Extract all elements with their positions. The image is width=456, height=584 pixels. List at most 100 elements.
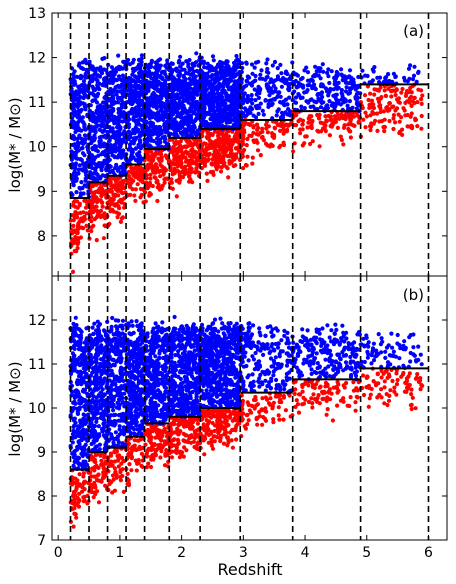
- panel-a-point-lower: [156, 169, 161, 174]
- panel-a-point-lower: [138, 186, 143, 192]
- panel-a-point-lower: [150, 183, 155, 189]
- panel-a-point-upper: [258, 101, 263, 106]
- panel-a-point-upper: [82, 183, 87, 188]
- panel-a-point-upper: [192, 130, 197, 135]
- panel-a-point-lower: [419, 113, 424, 119]
- panel-a-point-lower: [415, 124, 420, 129]
- panel-a-point-lower: [131, 167, 136, 172]
- panel-a-point-lower: [225, 166, 230, 171]
- panel-a-point-lower: [187, 139, 192, 144]
- panel-a-point-lower: [175, 149, 181, 154]
- panel-a-point-upper: [355, 85, 360, 90]
- panel-a-point-lower: [138, 165, 143, 170]
- panel-a-point-lower: [210, 141, 215, 146]
- panel-a-point-lower: [382, 129, 387, 134]
- panel-a-point-upper: [314, 100, 319, 105]
- panel-b-point-lower: [395, 377, 400, 383]
- panel-a-point-upper: [147, 84, 152, 89]
- panel-a-point-upper: [407, 76, 412, 81]
- panel-a-point-lower: [382, 88, 387, 93]
- panel-a-point-upper: [178, 115, 183, 120]
- panel-a-point-lower: [393, 108, 398, 113]
- panel-a-point-upper: [275, 77, 280, 82]
- panel-a-point-upper: [207, 68, 212, 73]
- panel-a-point-upper: [329, 103, 334, 108]
- panel-a-point-lower: [81, 226, 86, 231]
- panel-a-point-lower: [364, 114, 369, 119]
- panel-a-point-upper: [320, 82, 325, 87]
- panel-b-point-lower: [192, 435, 197, 441]
- panel-a-point-upper: [114, 77, 119, 82]
- panel-a-point-lower: [174, 194, 179, 199]
- panel-a-point-upper: [342, 74, 347, 79]
- panel-a-point-upper: [194, 51, 199, 56]
- panel-a-point-lower: [216, 131, 221, 136]
- panel-a-point-upper: [321, 69, 326, 74]
- panel-a-point-upper: [105, 120, 110, 125]
- panel-b-point-lower: [111, 477, 116, 482]
- panel-a-point-upper: [107, 125, 112, 130]
- panel-a-point-upper: [99, 113, 104, 118]
- panel-b-point-lower: [303, 397, 308, 402]
- panel-a-point-upper: [98, 138, 103, 143]
- panel-a-point-upper: [240, 65, 245, 71]
- panel-a-point-lower: [251, 138, 257, 143]
- panel-a-point-upper: [377, 80, 382, 85]
- panel-a-point-upper: [76, 111, 81, 116]
- panel-a-point-lower: [338, 134, 343, 139]
- panel-a-point-upper: [166, 88, 172, 93]
- panel-b-point-lower: [249, 403, 255, 408]
- panel-a-point-upper: [82, 133, 88, 138]
- panel-b-point-lower: [77, 498, 82, 503]
- panel-a-point-lower: [391, 113, 396, 118]
- panel-a-point-lower: [160, 183, 165, 188]
- panel-a-point-lower: [250, 161, 255, 166]
- panel-b-point-lower: [260, 396, 265, 401]
- panel-a-point-lower: [399, 90, 404, 95]
- panel-a-point-upper: [186, 64, 191, 69]
- panel-a-point-lower: [221, 144, 226, 150]
- panel-a-point-upper: [83, 127, 88, 132]
- panel-a-point-lower: [138, 178, 143, 183]
- panel-a-point-upper: [305, 70, 311, 75]
- panel-b-point-lower: [244, 413, 249, 418]
- panel-a-point-upper: [222, 90, 227, 95]
- panel-a-point-upper: [263, 98, 268, 103]
- panel-a-point-upper: [73, 93, 78, 98]
- panel-a-point-lower: [383, 93, 389, 99]
- panel-a-point-lower: [203, 141, 208, 147]
- panel-a-point-upper: [371, 69, 376, 74]
- panel-a-point-upper: [229, 78, 234, 83]
- panel-b-point-lower: [271, 420, 276, 425]
- panel-a-point-upper: [149, 138, 154, 143]
- panel-a-point-lower: [300, 122, 305, 127]
- panel-b-point-lower: [394, 382, 400, 387]
- panel-a-point-upper: [285, 71, 290, 77]
- panel-a-point-upper: [115, 146, 120, 151]
- panel-a-point-upper: [244, 78, 249, 84]
- panel-a-point-upper: [143, 69, 148, 74]
- panel-b-point-lower: [306, 399, 312, 405]
- panel-a-point-upper: [102, 106, 107, 111]
- panel-a-point-lower: [321, 121, 327, 126]
- panel-a-point-upper: [313, 64, 318, 69]
- panel-a-point-lower: [172, 140, 177, 145]
- panel-a-point-lower: [309, 125, 314, 131]
- panel-a-point-upper: [114, 138, 119, 143]
- panel-a-point-upper: [110, 80, 115, 86]
- panel-a-point-upper: [84, 74, 89, 79]
- panel-a-point-upper: [214, 70, 219, 75]
- panel-a-point-upper: [256, 85, 261, 90]
- panel-a-point-upper: [120, 91, 125, 96]
- panel-a-point-upper: [210, 82, 215, 87]
- panel-a-point-upper: [176, 60, 181, 65]
- panel-a-point-lower: [78, 235, 83, 240]
- panel-a-point-upper: [279, 84, 284, 89]
- panel-a-point-lower: [108, 202, 113, 207]
- panel-a-point-lower: [168, 159, 173, 164]
- panel-a-point-lower: [72, 240, 77, 245]
- panel-a-point-lower: [241, 166, 246, 171]
- panel-a-point-upper: [326, 91, 331, 96]
- panel-a-point-lower: [349, 122, 354, 127]
- panel-b-point-lower: [119, 455, 125, 460]
